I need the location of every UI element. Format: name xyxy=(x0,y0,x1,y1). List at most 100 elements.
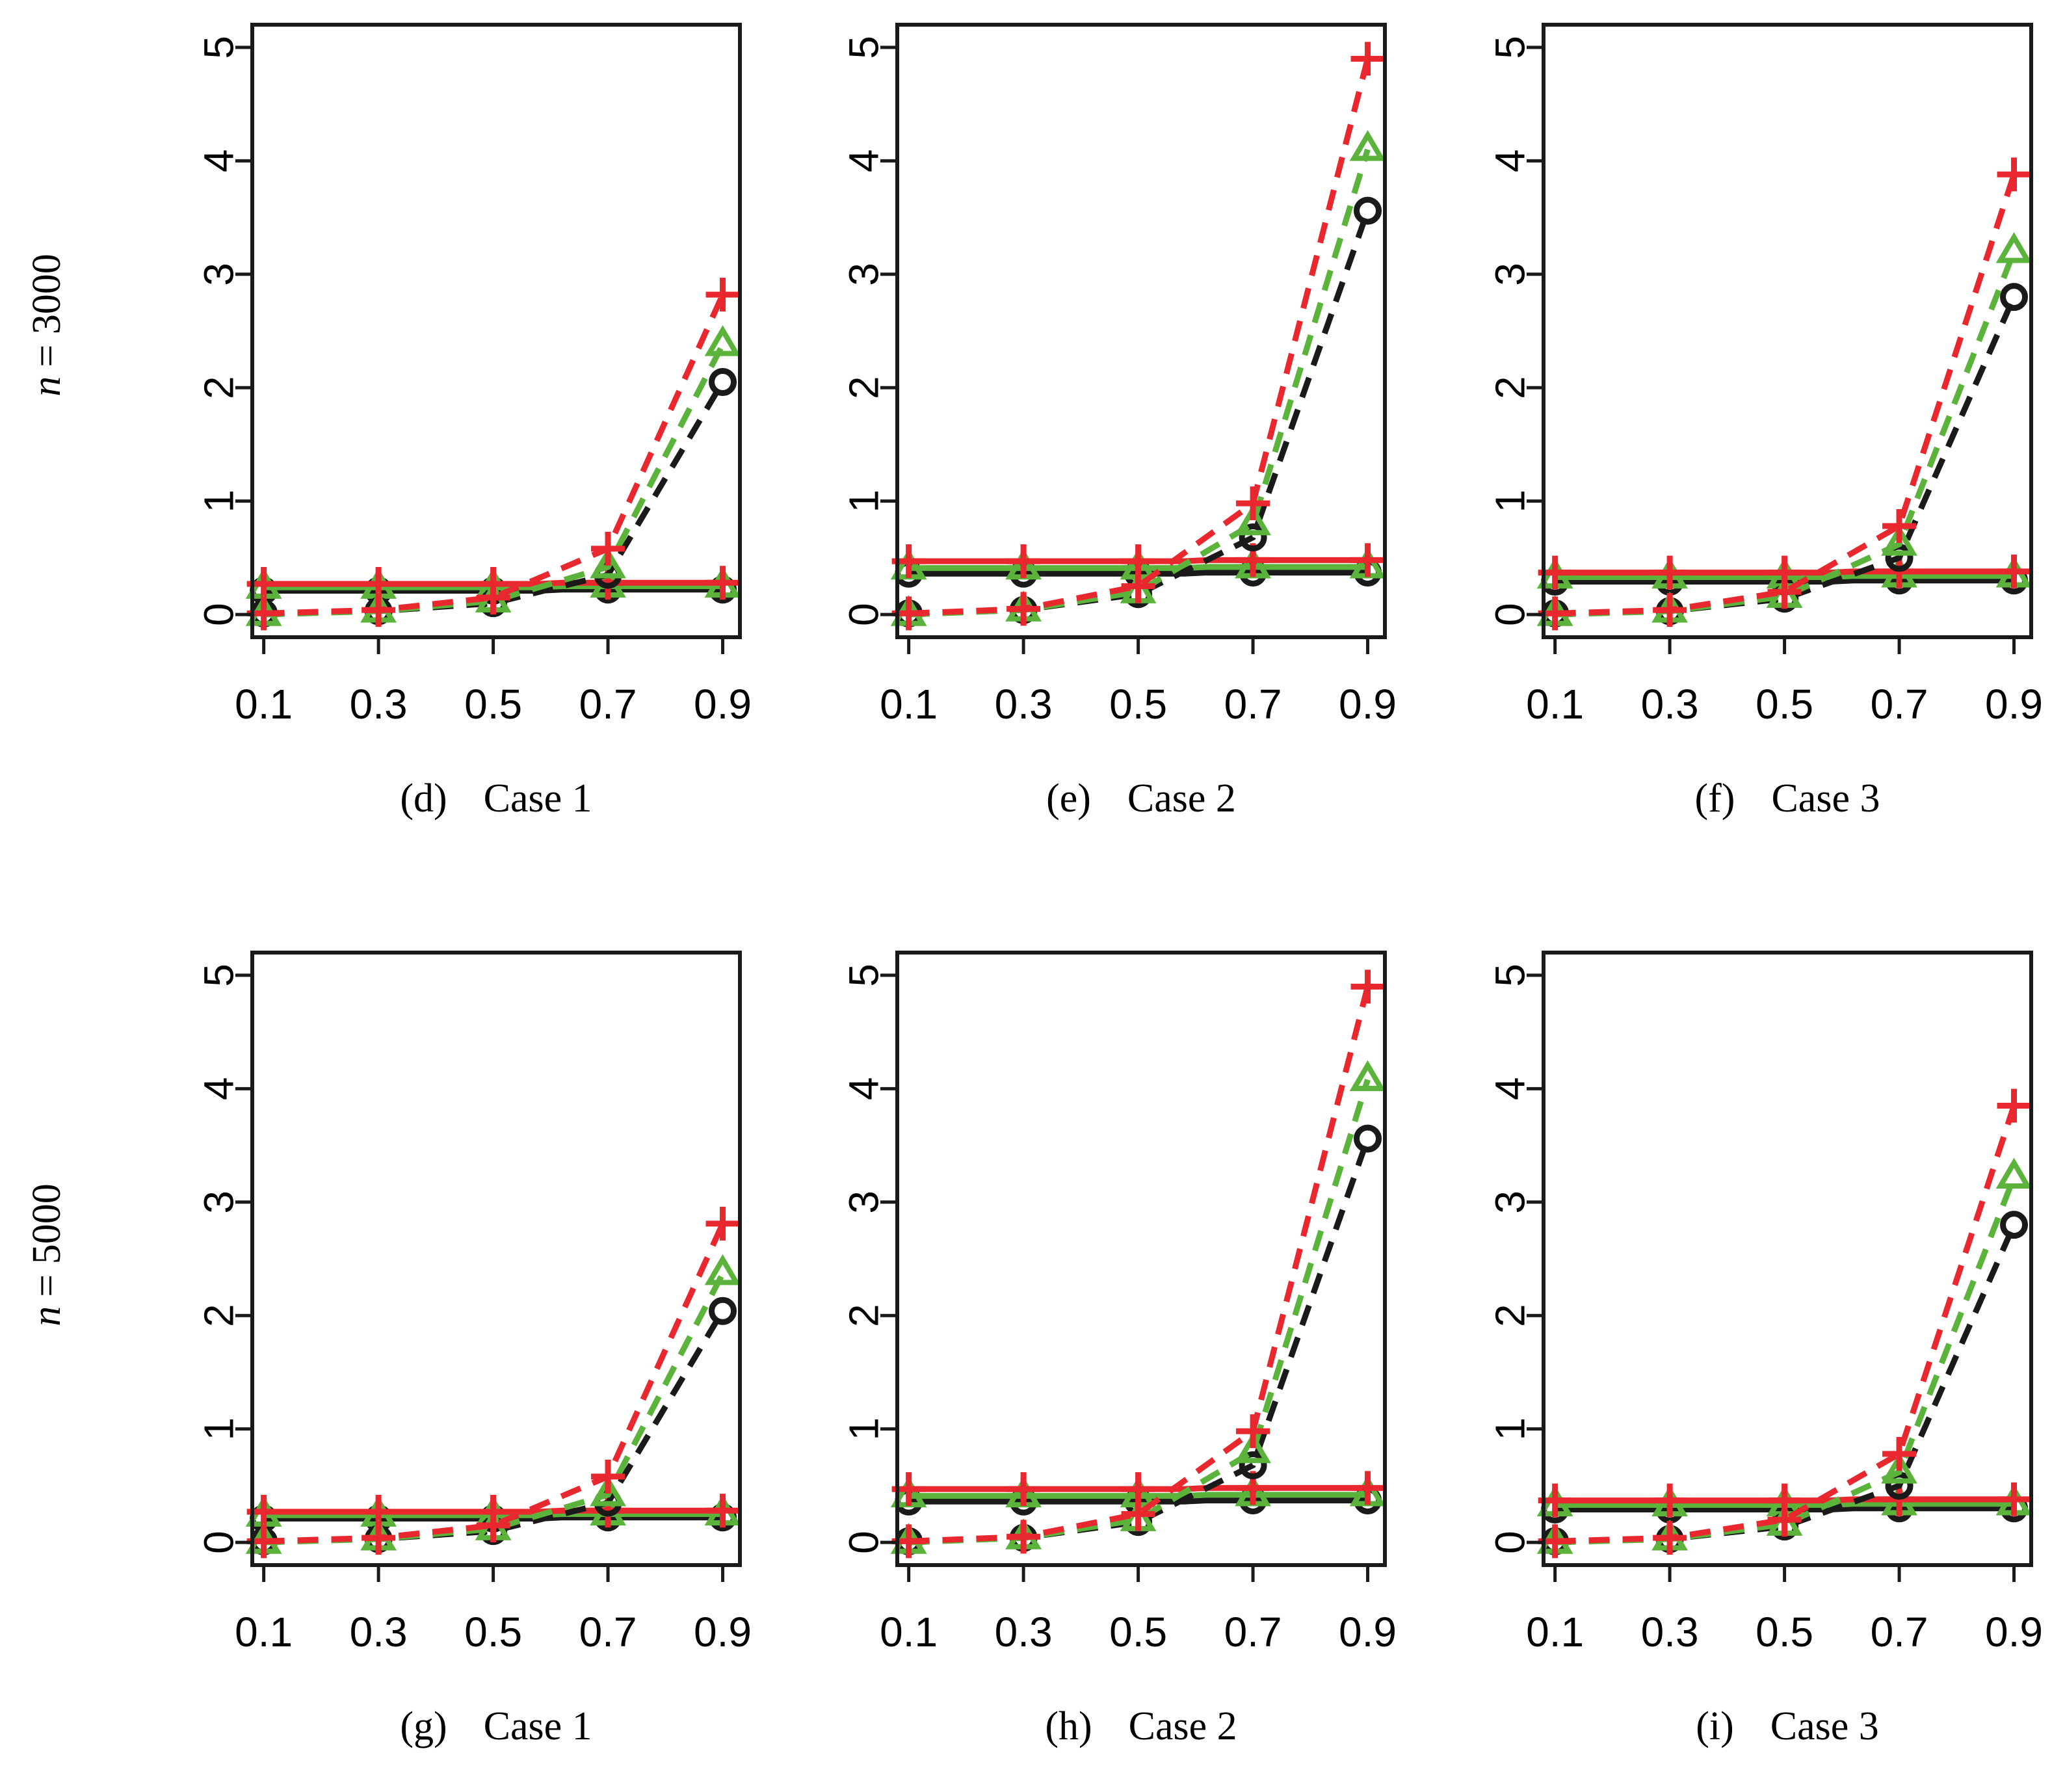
panel-caption-title: Case 2 xyxy=(1127,776,1236,821)
point-red-solid-4 xyxy=(705,566,740,600)
point-green-dashed-4 xyxy=(704,1254,741,1285)
point-black-dashed-4 xyxy=(2000,283,2029,311)
point-green-dashed-4 xyxy=(1349,1060,1386,1092)
x-tick-label: 0.5 xyxy=(1756,681,1813,728)
y-tick-label: 4 xyxy=(195,1077,242,1101)
x-tick-label: 0.9 xyxy=(694,681,752,728)
plot-frame xyxy=(1542,23,2033,639)
series-line-green-solid xyxy=(908,1492,1368,1499)
point-green-dashed-4 xyxy=(1995,231,2032,263)
x-tick-label: 0.9 xyxy=(1339,1609,1397,1655)
panel-caption: (h) Case 2 xyxy=(1045,1704,1237,1748)
point-red-dashed-2 xyxy=(1121,1497,1155,1531)
panel-f: 0 1 2 3 4 5 0.1 0.3 0.5 0.7 0.9 (f) Case 3 xyxy=(1486,23,2043,821)
y-tick-label: 5 xyxy=(1486,36,1533,59)
x-tick-label: 0.1 xyxy=(880,1609,938,1655)
x-tick-label: 0.5 xyxy=(1756,1609,1813,1655)
point-red-dashed-1 xyxy=(362,1521,396,1555)
x-tick-label: 0.3 xyxy=(995,681,1053,728)
panel-caption-title: Case 3 xyxy=(1771,776,1880,821)
plot-frame xyxy=(895,23,1387,639)
x-tick-label: 0.9 xyxy=(1985,1609,2043,1655)
x-tick-label: 0.7 xyxy=(579,681,637,728)
panel-g: 0 1 2 3 4 5 0.1 0.3 0.5 0.7 0.9 (g) Case 1 xyxy=(195,951,752,1748)
y-tick-label: 3 xyxy=(840,263,887,286)
y-tick-label: 5 xyxy=(840,964,887,987)
point-black-dashed-4 xyxy=(709,1297,737,1325)
x-tick-label: 0.3 xyxy=(1641,681,1699,728)
x-tick-label: 0.7 xyxy=(1224,1609,1282,1655)
x-tick-label: 0.3 xyxy=(350,681,408,728)
point-red-solid-4 xyxy=(1350,1471,1385,1505)
series-line-red-solid xyxy=(908,557,1368,564)
x-tick-label: 0.3 xyxy=(350,1609,408,1655)
y-tick-label: 5 xyxy=(1486,964,1533,987)
plot-frame xyxy=(250,23,742,639)
y-tick-label: 0 xyxy=(195,1531,242,1554)
point-red-dashed-2 xyxy=(476,1508,510,1542)
series-line-green-solid xyxy=(1555,1501,2014,1509)
point-red-solid-1 xyxy=(1653,555,1687,590)
point-red-dashed-4 xyxy=(1350,969,1385,1004)
panel-caption-letter: (i) xyxy=(1696,1704,1734,1748)
point-red-dashed-2 xyxy=(476,580,510,614)
x-tick-label: 0.5 xyxy=(1109,681,1167,728)
x-tick-label: 0.7 xyxy=(1871,1609,1928,1655)
y-tick-label: 3 xyxy=(1486,263,1533,286)
point-red-solid-4 xyxy=(1997,1482,2031,1516)
row-label-n5000: n= 5000 xyxy=(25,1183,69,1326)
y-tick-label: 2 xyxy=(1486,1304,1533,1327)
y-tick-label: 2 xyxy=(1486,376,1533,399)
y-tick-label: 3 xyxy=(195,1191,242,1214)
y-tick-label: 4 xyxy=(1486,1077,1533,1101)
point-red-solid-4 xyxy=(705,1494,740,1528)
x-tick-label: 0.9 xyxy=(694,1609,752,1655)
point-red-dashed-4 xyxy=(705,1206,740,1241)
series-line-green-solid xyxy=(908,564,1368,572)
x-tick-label: 0.5 xyxy=(1109,1609,1167,1655)
series-line-red-dashed xyxy=(908,986,1371,1544)
y-tick-label: 0 xyxy=(1486,1531,1533,1554)
y-tick-label: 3 xyxy=(840,1191,887,1214)
x-tick-label: 0.1 xyxy=(235,1609,293,1655)
point-red-solid-1 xyxy=(1006,544,1041,579)
y-tick-label: 2 xyxy=(195,1304,242,1327)
y-tick-label: 0 xyxy=(195,603,242,626)
series-line-green-solid xyxy=(1555,573,2014,581)
point-red-dashed-2 xyxy=(1767,575,1802,609)
y-tick-label: 1 xyxy=(840,1417,887,1441)
y-tick-label: 5 xyxy=(195,964,242,987)
point-red-solid-4 xyxy=(1997,554,2031,588)
point-green-dashed-3 xyxy=(1881,1453,1917,1484)
y-tick-label: 5 xyxy=(840,36,887,59)
point-red-dashed-4 xyxy=(1997,1088,2031,1123)
y-tick-label: 3 xyxy=(1486,1191,1533,1214)
point-green-dashed-3 xyxy=(590,1475,626,1507)
point-green-dashed-4 xyxy=(704,325,741,356)
y-tick-label: 4 xyxy=(840,150,887,173)
panel-i: 0 1 2 3 4 5 0.1 0.3 0.5 0.7 0.9 (i) Case 3 xyxy=(1486,951,2043,1748)
plot-frame xyxy=(1542,951,2033,1567)
point-black-dashed-3 xyxy=(1239,523,1267,551)
point-red-solid-1 xyxy=(1653,1483,1687,1518)
series-line-red-solid xyxy=(908,1484,1368,1492)
point-black-dashed-4 xyxy=(709,368,737,396)
point-red-dashed-1 xyxy=(1006,1520,1041,1554)
x-tick-label: 0.7 xyxy=(1224,681,1282,728)
panel-caption-letter: (g) xyxy=(400,1704,447,1748)
panel-caption-letter: (e) xyxy=(1046,776,1091,821)
series-line-red-dashed xyxy=(1555,173,2017,616)
point-green-dashed-4 xyxy=(1995,1157,2032,1189)
x-tick-label: 0.1 xyxy=(1526,681,1584,728)
x-tick-label: 0.3 xyxy=(995,1609,1053,1655)
panel-caption: (g) Case 1 xyxy=(400,1704,592,1748)
y-tick-label: 2 xyxy=(195,376,242,399)
panel-caption: (f) Case 3 xyxy=(1695,776,1880,821)
point-black-dashed-3 xyxy=(1239,1451,1267,1479)
x-tick-label: 0.3 xyxy=(1641,1609,1699,1655)
point-red-dashed-3 xyxy=(1236,1414,1270,1449)
panel-caption-title: Case 1 xyxy=(484,776,592,821)
point-red-dashed-1 xyxy=(1653,593,1687,627)
series-line-red-dashed xyxy=(908,58,1371,616)
